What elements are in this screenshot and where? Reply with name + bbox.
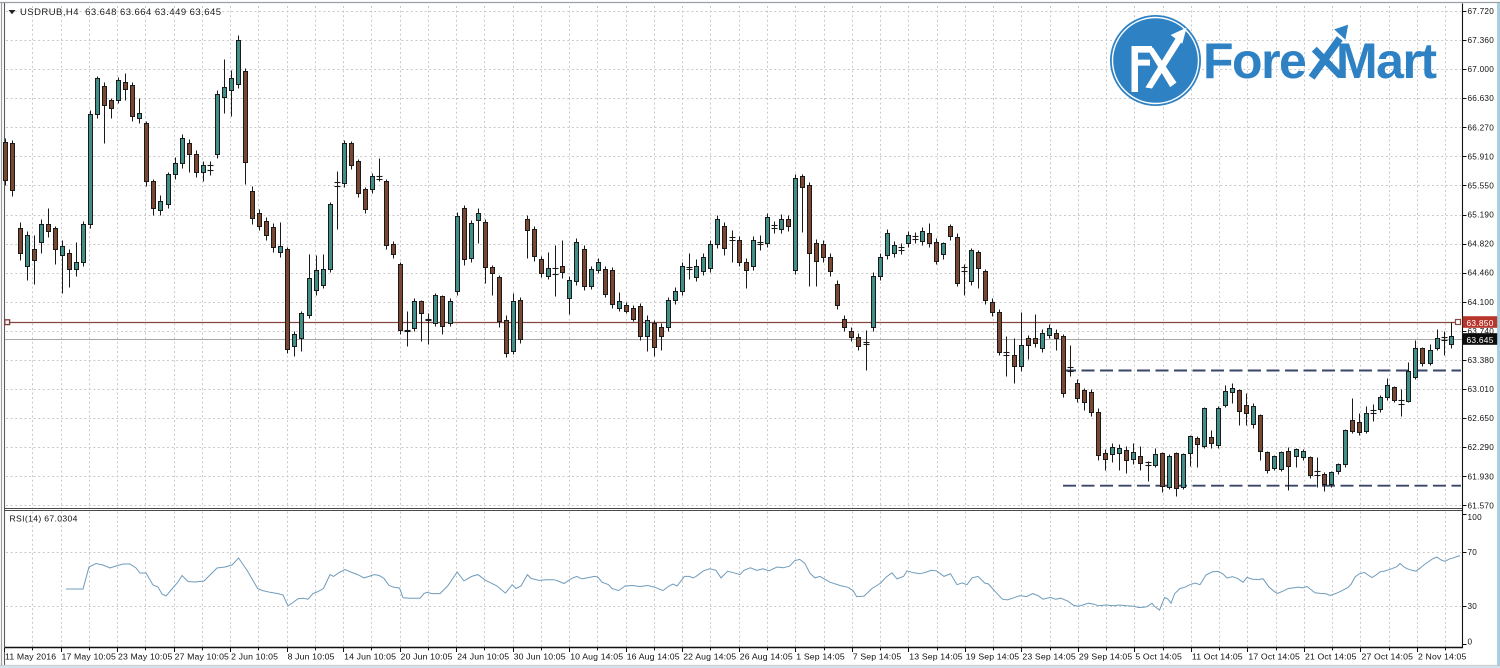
svg-text:70: 70 xyxy=(1468,548,1478,557)
svg-text:62.290: 62.290 xyxy=(1468,443,1495,452)
svg-text:65.550: 65.550 xyxy=(1468,182,1495,191)
svg-text:63.010: 63.010 xyxy=(1468,385,1495,394)
svg-text:67.720: 67.720 xyxy=(1468,7,1495,16)
svg-text:65.190: 65.190 xyxy=(1468,211,1495,220)
svg-text:20 Jun 10:05: 20 Jun 10:05 xyxy=(401,652,453,662)
svg-text:27 Oct 14:05: 27 Oct 14:05 xyxy=(1362,652,1414,662)
svg-text:0: 0 xyxy=(1468,638,1473,647)
svg-text:64.460: 64.460 xyxy=(1468,269,1495,278)
svg-text:2 Nov 14:05: 2 Nov 14:05 xyxy=(1418,652,1467,662)
svg-text:63.645: 63.645 xyxy=(1467,335,1494,345)
svg-text:27 May 10:05: 27 May 10:05 xyxy=(175,652,229,662)
svg-text:16 Aug 14:05: 16 Aug 14:05 xyxy=(627,652,680,662)
svg-text:17 Oct 14:05: 17 Oct 14:05 xyxy=(1248,652,1300,662)
svg-text:62.650: 62.650 xyxy=(1468,414,1495,423)
svg-text:21 Oct 14:05: 21 Oct 14:05 xyxy=(1305,652,1357,662)
svg-text:64.820: 64.820 xyxy=(1468,240,1495,249)
svg-text:19 Sep 14:05: 19 Sep 14:05 xyxy=(966,652,1020,662)
svg-text:USDRUB,H4 63.648 63.664 63.44: USDRUB,H4 63.648 63.664 63.449 63.645 xyxy=(20,7,221,18)
svg-text:63.380: 63.380 xyxy=(1468,356,1495,365)
svg-text:8 Jun 10:05: 8 Jun 10:05 xyxy=(288,652,335,662)
svg-text:61.570: 61.570 xyxy=(1468,501,1495,510)
svg-text:5 Oct 14:05: 5 Oct 14:05 xyxy=(1135,652,1182,662)
svg-text:7 Sep 14:05: 7 Sep 14:05 xyxy=(853,652,902,662)
svg-text:23 Sep 14:05: 23 Sep 14:05 xyxy=(1022,652,1076,662)
svg-text:64.100: 64.100 xyxy=(1468,298,1495,307)
svg-text:66.630: 66.630 xyxy=(1468,94,1495,103)
svg-text:30 Jun 10:05: 30 Jun 10:05 xyxy=(514,652,566,662)
svg-text:67.000: 67.000 xyxy=(1468,65,1495,74)
svg-text:29 Sep 14:05: 29 Sep 14:05 xyxy=(1079,652,1133,662)
svg-text:61.930: 61.930 xyxy=(1468,472,1495,481)
svg-text:63.850: 63.850 xyxy=(1467,318,1494,328)
svg-text:Fore: Fore xyxy=(1203,33,1306,89)
svg-text:11 Oct 14:05: 11 Oct 14:05 xyxy=(1192,652,1243,662)
svg-text:13 Sep 14:05: 13 Sep 14:05 xyxy=(909,652,963,662)
svg-text:RSI(14) 67.0304: RSI(14) 67.0304 xyxy=(10,514,78,524)
svg-text:11 May 2016: 11 May 2016 xyxy=(5,652,56,662)
svg-text:26 Aug 14:05: 26 Aug 14:05 xyxy=(740,652,793,662)
svg-text:10 Aug 14:05: 10 Aug 14:05 xyxy=(570,652,623,662)
svg-text:66.270: 66.270 xyxy=(1468,123,1495,132)
svg-text:Mart: Mart xyxy=(1336,33,1437,89)
svg-text:22 Aug 14:05: 22 Aug 14:05 xyxy=(683,652,736,662)
svg-text:24 Jun 10:05: 24 Jun 10:05 xyxy=(457,652,509,662)
svg-text:14 Jun 10:05: 14 Jun 10:05 xyxy=(344,652,396,662)
svg-text:67.360: 67.360 xyxy=(1468,36,1495,45)
svg-text:30: 30 xyxy=(1468,602,1478,611)
svg-text:2 Jun 10:05: 2 Jun 10:05 xyxy=(231,652,278,662)
svg-text:65.910: 65.910 xyxy=(1468,152,1495,161)
svg-text:17 May 10:05: 17 May 10:05 xyxy=(62,652,116,662)
svg-text:63.740: 63.740 xyxy=(1468,327,1495,336)
svg-text:100: 100 xyxy=(1468,513,1483,522)
svg-text:1 Sep 14:05: 1 Sep 14:05 xyxy=(796,652,845,662)
svg-text:23 May 10:05: 23 May 10:05 xyxy=(118,652,172,662)
